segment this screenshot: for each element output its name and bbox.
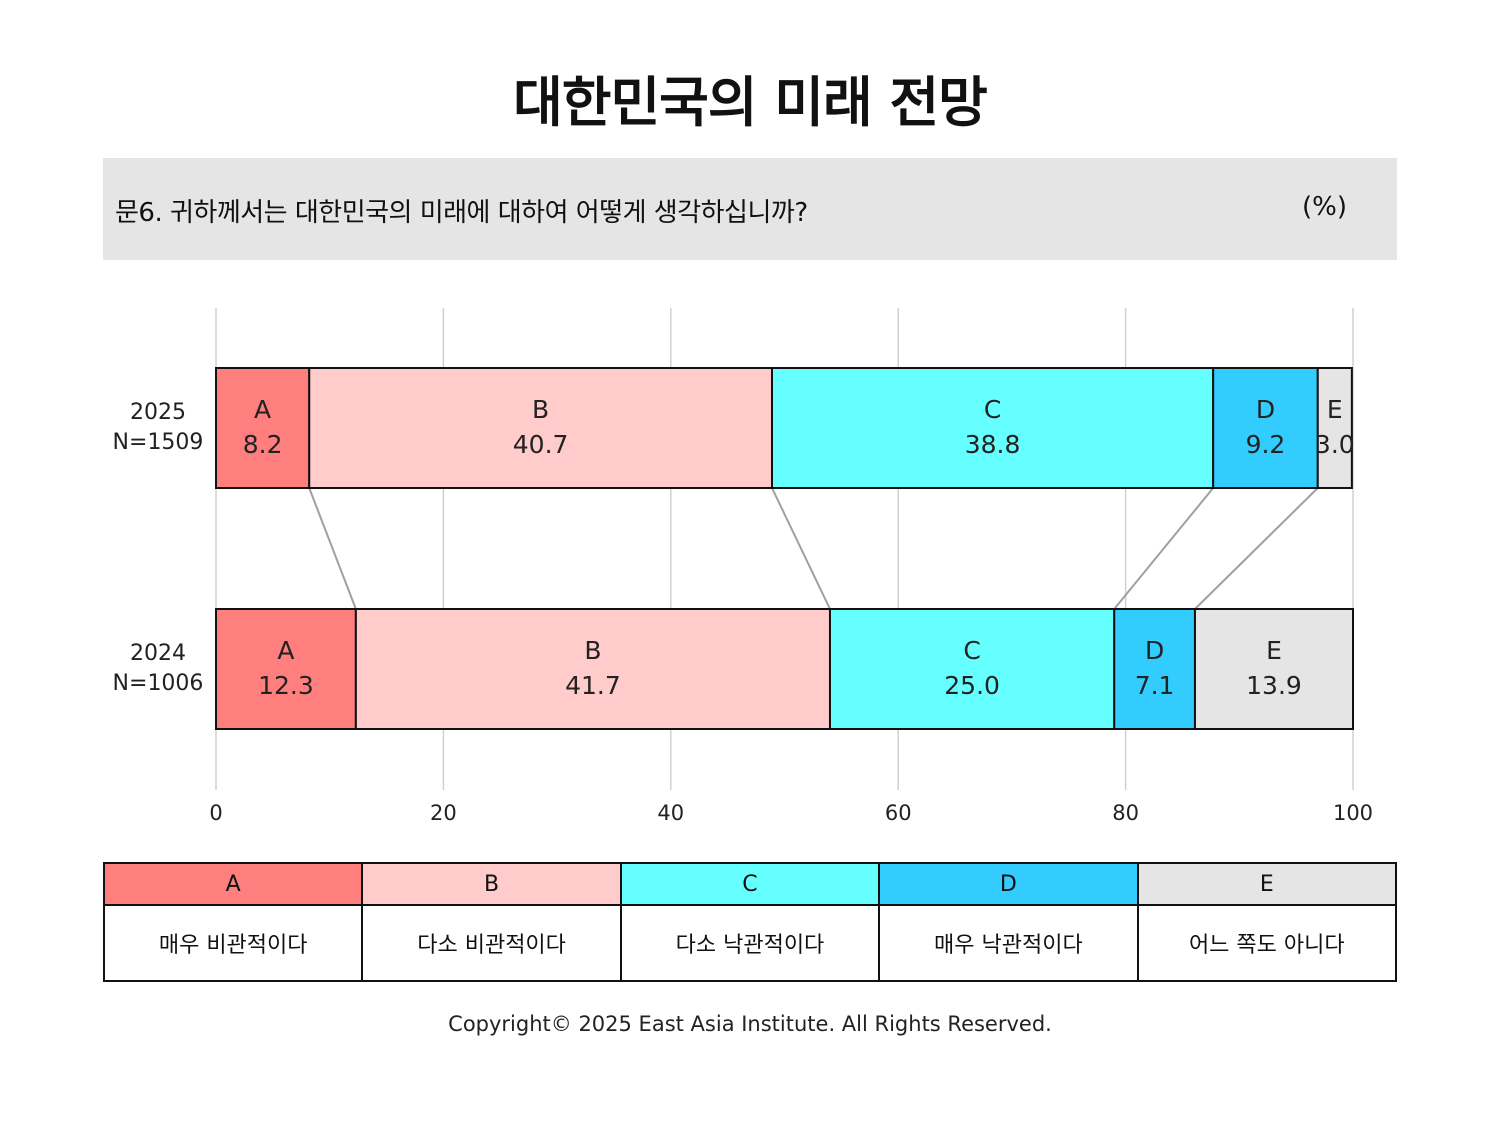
segment-value-label: 8.2 (243, 430, 283, 459)
stacked-bar-chart: 0 20 40 60 80 100 A 8.2 B 40.7 C 38.8 D 9.2 E 3.0 2025 N=… (113, 308, 1373, 825)
question-text: 문6. 귀하께서는 대한민국의 미래에 대하여 어떻게 생각하십니까? (115, 198, 808, 228)
row-sample-label: N=1509 (113, 430, 204, 455)
segment-letter-label: C (984, 395, 1001, 424)
x-tick-label: 60 (885, 801, 912, 825)
segment-letter-label: B (532, 395, 549, 424)
legend-table: A B C D E 매우 비관적이다 다소 비관적이다 다소 낙관적이다 매우 … (102, 862, 1398, 982)
question-banner: 문6. 귀하께서는 대한민국의 미래에 대하여 어떻게 생각하십니까? (%) (103, 158, 1397, 260)
segment-value-label: 12.3 (258, 671, 314, 700)
legend-key-c: C (619, 862, 881, 906)
segment-value-label: 41.7 (565, 671, 621, 700)
segment-letter-label: C (963, 636, 980, 665)
bar-segment (1113, 608, 1196, 730)
legend-key-e: E (1136, 862, 1398, 906)
segment-letter-label: E (1327, 395, 1343, 424)
segment-value-label: 13.9 (1246, 671, 1302, 700)
row-sample-label: N=1006 (113, 671, 204, 696)
segment-value-label: 40.7 (513, 430, 569, 459)
bar-segment (1316, 367, 1353, 489)
segment-value-label: 3.0 (1315, 430, 1355, 459)
connector-line (1194, 487, 1319, 610)
legend-key-b: B (361, 862, 622, 906)
segment-value-label: 9.2 (1246, 430, 1286, 459)
bar-segment (215, 367, 311, 489)
bar-segment (770, 367, 1215, 489)
connector-line (771, 487, 831, 610)
legend-label-e: 어느 쪽도 아니다 (1136, 904, 1398, 982)
unit-label: (%) (1302, 192, 1347, 222)
chart-title: 대한민국의 미래 전망 (513, 71, 988, 134)
segment-letter-label: D (1256, 395, 1275, 424)
bar-segment (1212, 367, 1319, 489)
segment-letter-label: A (277, 636, 294, 665)
row-year-label: 2025 (130, 400, 186, 425)
connector-line (308, 487, 357, 610)
segment-value-label: 38.8 (965, 430, 1021, 459)
x-tick-label: 0 (209, 801, 222, 825)
legend-label-c: 다소 낙관적이다 (619, 904, 881, 982)
bar-segment (828, 608, 1116, 730)
segment-letter-label: E (1266, 636, 1282, 665)
x-tick-label: 100 (1333, 801, 1373, 825)
legend-key-a: A (102, 862, 364, 906)
legend-label-d: 매우 낙관적이다 (878, 904, 1139, 982)
segment-letter-label: B (584, 636, 601, 665)
x-tick-label: 40 (657, 801, 684, 825)
x-tick-label: 20 (430, 801, 457, 825)
x-tick-label: 80 (1112, 801, 1139, 825)
bar-segment (354, 608, 831, 730)
segment-letter-label: D (1145, 636, 1164, 665)
segment-letter-label: A (254, 395, 271, 424)
bar-segment (215, 608, 357, 730)
row-year-label: 2024 (130, 641, 186, 666)
legend-label-b: 다소 비관적이다 (361, 904, 622, 982)
legend-label-a: 매우 비관적이다 (102, 904, 364, 982)
segment-value-label: 25.0 (944, 671, 1000, 700)
bar-segment (1193, 608, 1355, 730)
legend-key-d: D (878, 862, 1139, 906)
connector-line (1113, 487, 1214, 610)
copyright-notice: Copyright© 2025 East Asia Institute. All… (448, 1012, 1052, 1036)
segment-value-label: 7.1 (1135, 671, 1175, 700)
bar-segment (308, 367, 773, 489)
